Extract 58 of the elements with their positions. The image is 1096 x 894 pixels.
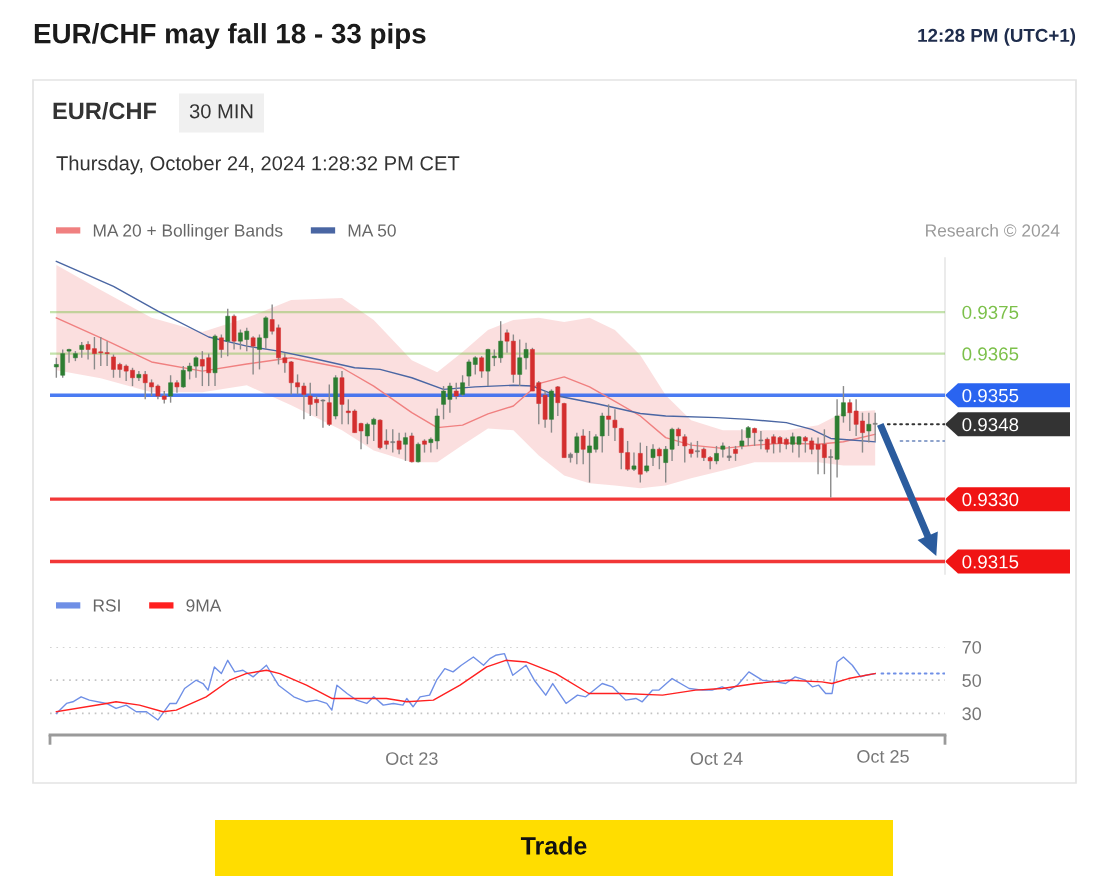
candlestick	[326, 383, 332, 427]
candlestick	[580, 428, 586, 465]
candlestick	[479, 355, 484, 379]
candlestick	[66, 347, 72, 364]
candlestick	[872, 411, 878, 442]
legend-label: MA 20 + Bollinger Bands	[93, 223, 283, 241]
candlestick	[631, 451, 637, 472]
line-series	[55, 317, 876, 450]
line-series	[55, 260, 876, 443]
candlestick	[555, 385, 561, 417]
y-tick-label: 0.9348	[962, 418, 1019, 432]
candlestick	[745, 425, 751, 447]
candlestick	[638, 441, 643, 484]
text: Thursday, October 24, 2024 1:28:32 PM CET	[56, 155, 460, 175]
text: 12:28 PM (UTC+1)	[918, 28, 1076, 46]
candlestick	[714, 445, 719, 465]
candlestick	[168, 374, 173, 404]
candlestick	[739, 428, 745, 450]
candlestick	[726, 445, 732, 462]
chart-title: EUR/CHF may fall 18 - 33 pips	[34, 23, 426, 49]
legend-label: MA 50	[348, 224, 396, 237]
candlestick	[657, 446, 662, 470]
y-tick-label: 30	[962, 707, 982, 721]
candlestick	[688, 441, 694, 459]
candlestick	[720, 441, 726, 459]
candlestick	[758, 430, 764, 450]
x-tick-label: Oct 23	[386, 752, 438, 765]
y-tick-label: 0.9375	[962, 305, 1019, 320]
x-tick-label: Oct 24	[690, 752, 743, 765]
y-tick-label: 0.9315	[962, 555, 1019, 569]
candlestick	[866, 411, 872, 444]
y-tick-label: 50	[962, 674, 982, 687]
chart-subtitle: EUR/CHF	[53, 102, 157, 120]
candlestick	[606, 403, 611, 437]
candlestick	[574, 431, 580, 465]
candlestick	[828, 448, 834, 499]
candlestick	[460, 374, 465, 397]
candlestick	[219, 333, 224, 359]
candlestick	[644, 445, 649, 474]
legend-label: 9MA	[186, 599, 222, 612]
text: Research © 2024	[926, 223, 1060, 237]
y-tick-label: 0.9365	[962, 347, 1019, 361]
candlestick	[650, 443, 656, 467]
candlestick	[415, 441, 421, 464]
candlestick	[403, 431, 408, 462]
text: Oct 25	[857, 750, 909, 763]
line-series	[55, 659, 876, 713]
text: Trade	[520, 836, 587, 855]
legend-label: RSI	[93, 599, 120, 612]
y-tick-label: 0.9330	[962, 492, 1019, 507]
candlestick	[612, 408, 618, 442]
text: 30 MIN	[189, 104, 253, 119]
candlestick	[390, 428, 396, 454]
candlestick	[396, 431, 402, 455]
candlestick	[250, 335, 256, 376]
y-tick-label: 70	[962, 640, 982, 654]
y-tick-label: 0.9355	[962, 388, 1019, 403]
candlestick	[320, 398, 326, 429]
